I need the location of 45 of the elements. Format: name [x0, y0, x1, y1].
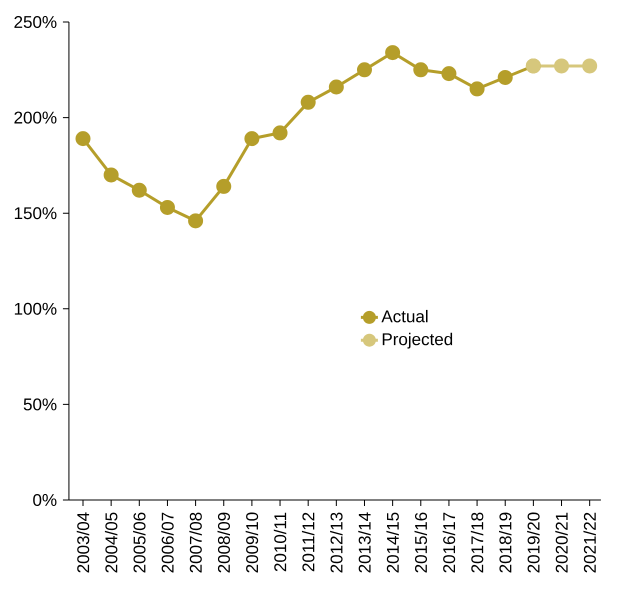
- x-tick-label: 2015/16: [414, 512, 428, 572]
- x-tick-label: 2010/11: [274, 512, 286, 572]
- x-tick-label: 2019/20: [527, 512, 540, 572]
- point: [132, 182, 147, 198]
- legend-label: Projected: [382, 332, 452, 349]
- point: [385, 45, 400, 60]
- x-tick-label: 2020/21: [555, 512, 568, 572]
- x-tick-label: 2008/09: [218, 512, 230, 572]
- x-tick-label: 2012/13: [330, 512, 343, 572]
- x-tick-label: 2014/15: [386, 512, 399, 572]
- x-tick-label: 2018/19: [498, 512, 512, 572]
- x-tick-label: 2004/05: [104, 512, 118, 572]
- point: [582, 58, 598, 74]
- point: [76, 131, 90, 146]
- legend-label: Actual: [381, 310, 428, 322]
- x-tick-label: 2016/17: [442, 512, 456, 572]
- point: [554, 58, 570, 74]
- point: [160, 200, 175, 215]
- point: [441, 66, 456, 82]
- point: [188, 213, 204, 228]
- point: [216, 178, 232, 194]
- point: [300, 94, 316, 110]
- y-tick-label: 100%: [14, 302, 56, 315]
- point: [413, 62, 428, 78]
- x-tick-label: 2003/04: [76, 512, 90, 572]
- point: [244, 131, 260, 146]
- point: [470, 81, 485, 96]
- x-tick-label: 2005/06: [133, 512, 146, 572]
- y-tick-label: 0%: [33, 494, 56, 506]
- point: [498, 70, 513, 85]
- x-tick-label: 2006/07: [161, 512, 174, 572]
- y-tick-label: 200%: [14, 112, 56, 124]
- x-tick-label: 2017/18: [470, 512, 484, 572]
- y-tick-label: 50%: [24, 398, 56, 410]
- x-tick-label: 2011/12: [302, 512, 314, 572]
- x-tick-label: 2009/10: [246, 512, 258, 572]
- point: [272, 125, 288, 140]
- point: [356, 62, 372, 78]
- y-tick-label: 250%: [14, 16, 56, 28]
- x-tick-label: 2013/14: [358, 512, 371, 572]
- x-tick-label: 2007/08: [189, 512, 202, 572]
- point: [104, 167, 119, 182]
- x-tick-label: 2021/22: [583, 512, 596, 572]
- y-tick-label: 150%: [14, 207, 56, 220]
- point: [328, 80, 344, 95]
